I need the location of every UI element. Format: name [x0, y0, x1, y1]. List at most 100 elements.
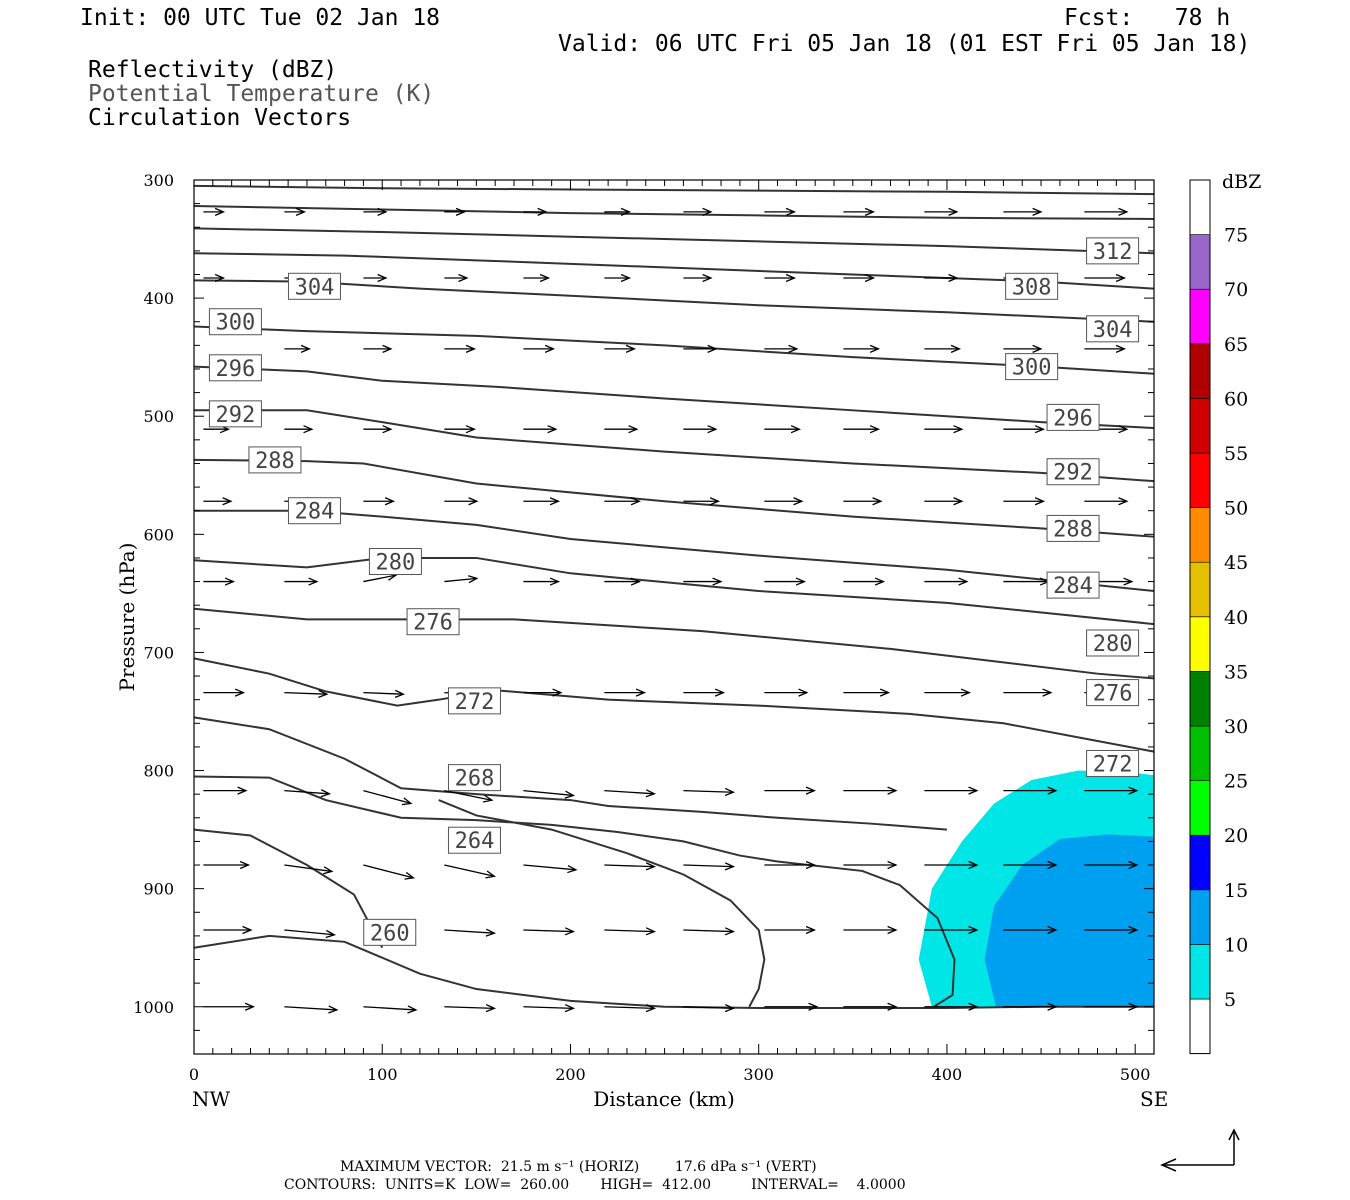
field-reflectivity: Reflectivity (dBZ) [88, 57, 338, 83]
vector-shaft [604, 864, 655, 868]
contour-info-text: CONTOURS: UNITS=K LOW= 260.00 HIGH= 412.… [284, 1177, 906, 1193]
contour-label-box [248, 446, 302, 474]
contour-label-box [1046, 571, 1100, 599]
vector-head [628, 425, 639, 434]
vector-shaft [444, 577, 477, 583]
contour-label: 272 [1093, 752, 1133, 777]
theta-contour [193, 556, 1155, 626]
wind-vector [764, 1002, 819, 1011]
wind-vector [284, 689, 329, 698]
colorbar-swatch [1189, 288, 1211, 345]
vector-head [539, 273, 551, 283]
colorbar-swatch [1189, 507, 1211, 563]
wind-vector [203, 688, 246, 697]
ref-horizontal-head [1160, 1158, 1177, 1172]
vector-head [645, 789, 657, 798]
contour-label: 292 [1053, 461, 1093, 486]
wind-vector [683, 497, 721, 506]
vector-head [724, 862, 736, 871]
x-tick-label: 300 [743, 1065, 774, 1084]
vector-head [869, 344, 881, 353]
y-tick-label: 600 [143, 525, 174, 544]
vector-head [620, 273, 632, 283]
vector-head [485, 1003, 497, 1013]
wind-vector [1003, 786, 1058, 795]
vector-head [948, 273, 959, 283]
vector-head [707, 425, 718, 434]
vector-head [547, 425, 558, 434]
vector-head [968, 925, 979, 935]
wind-vector [924, 688, 972, 697]
wind-vector [764, 273, 797, 283]
vector-head [808, 1002, 819, 1011]
contour-label-box [447, 764, 501, 792]
theta-contour [193, 458, 1155, 538]
wind-vector [924, 207, 959, 216]
theta-contour [194, 409, 1155, 483]
vector-head [968, 860, 979, 870]
vector-shaft [363, 691, 404, 695]
contour-label-box [287, 272, 341, 300]
vector-head [887, 786, 898, 795]
init-time: Init: 00 UTC Tue 02 Jan 18 [80, 5, 441, 31]
vector-head [887, 925, 898, 935]
wind-vector [444, 575, 479, 584]
wind-vector [843, 925, 898, 935]
vector-shaft [523, 789, 574, 797]
colorbar-label: 30 [1224, 716, 1248, 738]
vector-head [1128, 925, 1139, 935]
vector-head [300, 344, 312, 353]
wind-vector [843, 1002, 898, 1011]
vector-head [404, 871, 416, 880]
contour-label-box [1046, 514, 1100, 542]
vector-shaft [523, 929, 574, 933]
contour-label-box [287, 497, 341, 525]
y-tick-label: 300 [143, 171, 174, 190]
x-tick-label: 0 [189, 1065, 199, 1084]
theta-contour [193, 204, 1155, 220]
wind-vector [444, 273, 469, 283]
wind-vector [1003, 497, 1046, 506]
vector-head [872, 497, 883, 506]
colorbar-swatch [1189, 398, 1211, 454]
vector-head [564, 927, 576, 936]
wind-vector [363, 273, 388, 283]
wind-vector [1084, 207, 1129, 216]
vector-head [709, 497, 721, 506]
vector-head [468, 497, 479, 506]
wind-vector [683, 273, 713, 283]
vector-head [308, 577, 319, 586]
vector-shaft [444, 1006, 495, 1010]
vector-head [382, 344, 393, 353]
colorbar-title: dBZ [1222, 171, 1261, 193]
colorbar-label: 70 [1224, 279, 1248, 301]
wind-vector [444, 1003, 497, 1013]
wind-vector [764, 497, 804, 506]
vector-head [485, 928, 497, 937]
wind-vector [523, 497, 561, 506]
colorbar-swatch [1189, 179, 1211, 235]
theta-contour [193, 775, 956, 1008]
vector-head [968, 786, 979, 795]
wind-vector [1003, 860, 1058, 870]
vector-head [887, 1002, 898, 1011]
wind-vector [363, 864, 416, 880]
vector-head [714, 688, 726, 697]
wind-vector [1003, 425, 1046, 434]
wind-vector [683, 577, 723, 586]
wind-vector [683, 1003, 736, 1013]
ref-vertical-head [1228, 1128, 1240, 1141]
wind-vector [203, 577, 236, 586]
wind-vector [284, 577, 319, 586]
vector-head [724, 927, 736, 936]
contour-label-box [447, 826, 501, 854]
wind-vector [1003, 1002, 1058, 1011]
theta-contour [193, 365, 1155, 430]
vector-head [874, 577, 886, 586]
vector-head [394, 689, 406, 698]
vector-shaft [284, 1006, 337, 1011]
vector-head [712, 577, 723, 586]
vector-shaft [604, 1006, 655, 1010]
wind-vector [764, 577, 807, 586]
